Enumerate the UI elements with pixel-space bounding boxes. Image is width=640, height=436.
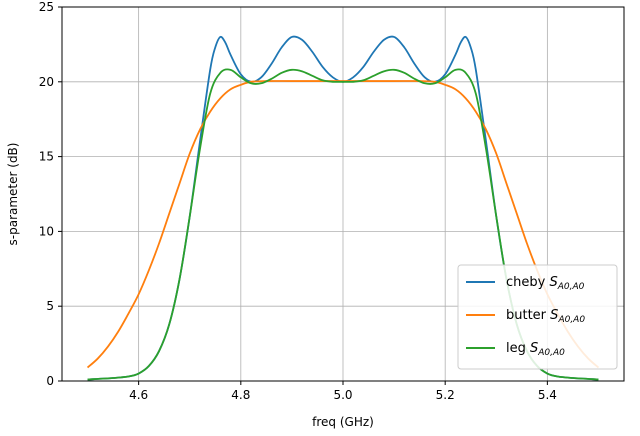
x-tick-label: 5.2 xyxy=(436,388,455,402)
y-tick-label: 5 xyxy=(46,299,54,313)
y-axis-ticks: 0 5 10 15 20 25 xyxy=(39,0,62,388)
legend-label: butter SA0,A0 xyxy=(506,308,585,325)
legend-entry-leg: leg SA0,A0 xyxy=(466,341,565,358)
legend-series-name: cheby xyxy=(506,275,549,290)
legend-label: leg SA0,A0 xyxy=(506,341,565,358)
x-axis-label: freq (GHz) xyxy=(312,415,374,429)
legend-subscript: A0,A0 xyxy=(557,282,585,292)
y-tick-label: 15 xyxy=(39,150,54,164)
x-tick-label: 5.0 xyxy=(333,388,352,402)
legend-s-symbol: S xyxy=(549,275,557,290)
legend-series-name: butter xyxy=(506,308,550,323)
x-tick-label: 4.8 xyxy=(231,388,250,402)
x-tick-label: 4.6 xyxy=(129,388,148,402)
legend-box xyxy=(457,264,618,370)
legend-entry-cheby: cheby SA0,A0 xyxy=(466,275,585,292)
x-tick-label: 5.4 xyxy=(538,388,557,402)
legend-entry-butter: butter SA0,A0 xyxy=(466,308,585,325)
y-axis-label: s-parameter (dB) xyxy=(6,143,20,246)
y-tick-label: 20 xyxy=(39,75,54,89)
y-tick-label: 10 xyxy=(39,224,54,238)
legend-s-symbol: S xyxy=(530,341,538,356)
legend-series-name: leg xyxy=(506,341,530,356)
legend-s-symbol: S xyxy=(550,308,558,323)
x-axis-ticks: 4.6 4.8 5.0 5.2 5.4 xyxy=(129,381,557,402)
legend-label: cheby SA0,A0 xyxy=(506,275,585,292)
legend-subscript: A0,A0 xyxy=(557,315,585,325)
y-tick-label: 0 xyxy=(46,374,54,388)
legend-subscript: A0,A0 xyxy=(537,348,565,358)
y-tick-label: 25 xyxy=(39,0,54,14)
series-line-leg xyxy=(87,68,599,381)
series-layer xyxy=(86,35,600,381)
